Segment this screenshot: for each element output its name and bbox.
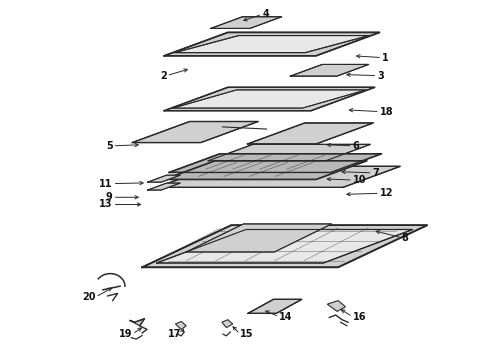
Polygon shape	[157, 230, 413, 263]
Polygon shape	[164, 161, 367, 179]
Polygon shape	[147, 175, 180, 182]
Polygon shape	[132, 122, 258, 143]
Polygon shape	[208, 144, 370, 161]
Polygon shape	[130, 319, 145, 326]
Text: 11: 11	[99, 179, 113, 189]
Text: 1: 1	[382, 53, 389, 63]
Text: 7: 7	[372, 168, 379, 178]
Polygon shape	[222, 320, 233, 328]
Polygon shape	[290, 64, 368, 76]
Polygon shape	[211, 17, 282, 28]
Polygon shape	[164, 87, 375, 111]
Text: 10: 10	[353, 175, 367, 185]
Text: 14: 14	[279, 312, 293, 322]
Text: 3: 3	[377, 71, 384, 81]
Polygon shape	[248, 300, 302, 313]
Text: 15: 15	[240, 329, 254, 339]
Polygon shape	[186, 224, 332, 252]
Polygon shape	[157, 166, 400, 187]
Text: 9: 9	[106, 192, 113, 202]
Polygon shape	[147, 183, 180, 190]
Polygon shape	[175, 36, 369, 53]
Polygon shape	[327, 301, 345, 311]
Polygon shape	[142, 225, 427, 267]
Polygon shape	[173, 90, 366, 108]
Text: 8: 8	[402, 233, 409, 243]
Text: 18: 18	[380, 107, 393, 117]
Polygon shape	[169, 154, 382, 172]
Text: 17: 17	[168, 329, 181, 339]
Polygon shape	[175, 321, 186, 329]
Text: 4: 4	[262, 9, 269, 19]
Text: 2: 2	[160, 71, 167, 81]
Polygon shape	[164, 32, 380, 56]
Text: 19: 19	[119, 329, 132, 339]
Text: 12: 12	[380, 188, 393, 198]
Polygon shape	[247, 123, 373, 144]
Text: 13: 13	[99, 199, 113, 210]
Text: 16: 16	[353, 312, 367, 322]
Text: 6: 6	[353, 141, 360, 151]
Text: 20: 20	[82, 292, 96, 302]
Text: 5: 5	[106, 141, 113, 151]
